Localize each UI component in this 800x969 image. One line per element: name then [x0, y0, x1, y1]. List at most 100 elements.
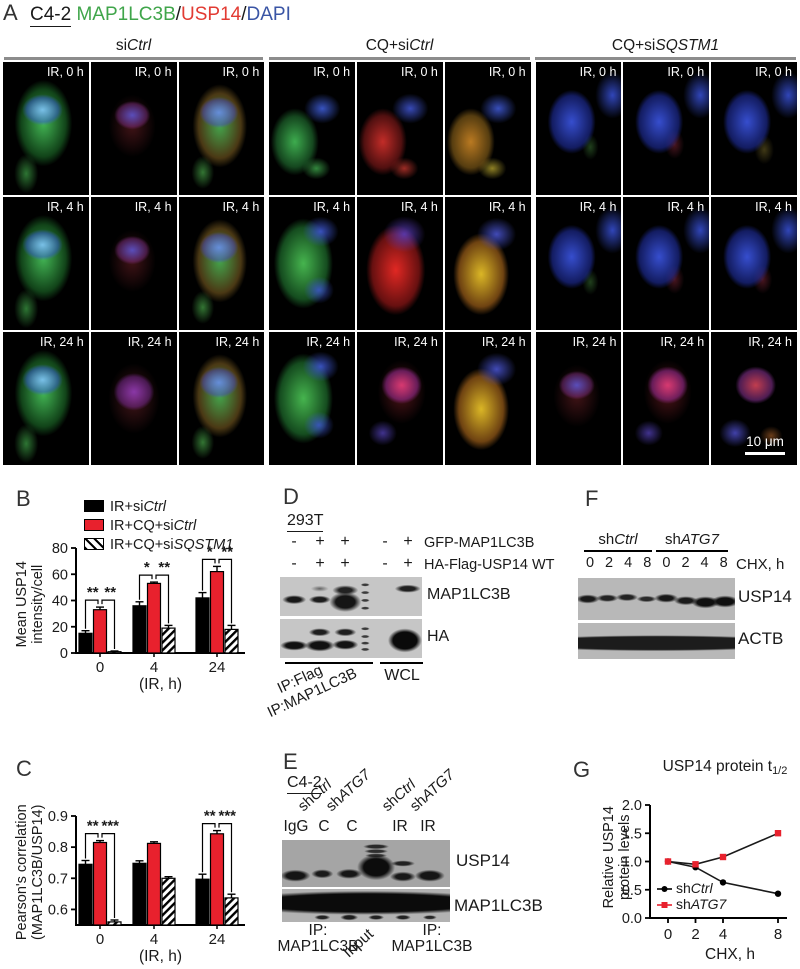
image-time-label: IR, 4 h [579, 200, 617, 214]
condition-row-label-1: GFP-MAP1LC3B [424, 535, 535, 551]
micro-image-row1-col5: IR, 0 h [357, 62, 443, 195]
stain-red-label: USP14 [181, 4, 242, 25]
image-time-label: IR, 24 h [748, 335, 792, 349]
svg-text:(IR, h): (IR, h) [139, 948, 182, 965]
slash: / [241, 4, 247, 25]
panel-e-label: E [283, 749, 298, 774]
svg-text:**: ** [221, 543, 233, 560]
image-time-label: IR, 4 h [755, 200, 792, 214]
input-label: Input [339, 925, 377, 962]
svg-text:0.5: 0.5 [622, 883, 642, 899]
group-label-3: CQ+siSQSTM1 [535, 37, 796, 60]
blot-e-usp14-label: USP14 [456, 851, 510, 870]
ip-right-line2: MAP1LC3B [391, 938, 473, 955]
svg-text:24: 24 [209, 659, 226, 676]
f-lane-time-2: 2 [605, 555, 614, 571]
micro-image-row2-col5: IR, 4 h [357, 197, 443, 330]
wcl-lane-line [380, 662, 423, 664]
micro-image-row3-col4: IR, 24 h [269, 332, 356, 465]
group-label-1: siCtrl [4, 37, 263, 60]
blot-f-actb [578, 623, 735, 659]
svg-text:**: ** [104, 584, 116, 601]
micro-image-row1-col3: IR, 0 h [178, 62, 265, 195]
svg-text:shCtrl: shCtrl [676, 880, 713, 896]
svg-text:0: 0 [96, 659, 104, 676]
group-label-2: CQ+siCtrl [269, 37, 530, 60]
micro-image-row1-col6: IR, 0 h [444, 62, 531, 195]
legend-swatch-black [84, 500, 104, 512]
panel-a-label: A [3, 0, 18, 25]
svg-text:0.9: 0.9 [48, 809, 68, 825]
image-time-label: IR, 0 h [313, 65, 351, 79]
f-lane-time-6: 2 [681, 555, 690, 571]
micro-image-row3-col9: IR, 24 h [711, 332, 797, 465]
condition-row-label-2: HA-Flag-USP14 WT [424, 557, 555, 573]
image-time-label: IR, 24 h [215, 335, 260, 349]
blot-d-ha [280, 619, 422, 658]
image-time-label: IR, 24 h [394, 335, 438, 349]
legend-item-3: IR+CQ+siSQSTM1 [84, 537, 233, 554]
f-lane-time-7: 4 [700, 555, 709, 571]
microscopy-grid: IR, 0 h IR, 0 h IR, 0 h IR, 0 h IR, 0 h IR, 0… [3, 62, 797, 465]
micro-image-row2-col4: IR, 4 h [269, 197, 356, 330]
e-lane-label-1: IgG [283, 818, 309, 835]
blot-d-map1lc3b-label: MAP1LC3B [427, 586, 511, 603]
image-time-label: IR, 24 h [127, 335, 172, 349]
wcl-label: WCL [384, 667, 420, 684]
image-time-label: IR, 0 h [222, 65, 260, 79]
panel-b-label: B [16, 486, 31, 511]
svg-text:***: *** [218, 808, 236, 825]
micro-image-row1-col7: IR, 0 h [535, 62, 622, 195]
image-time-label: IR, 4 h [488, 200, 526, 214]
svg-text:2.0: 2.0 [622, 798, 642, 814]
svg-text:shATG7: shATG7 [676, 896, 728, 912]
micro-image-row1-col8: IR, 0 h [623, 62, 710, 195]
svg-text:**: ** [204, 808, 216, 825]
panel-c-label: C [16, 756, 32, 781]
svg-text:2: 2 [691, 926, 699, 943]
image-time-label: IR, 0 h [401, 65, 438, 79]
cell-line-label: C4-2 [30, 4, 72, 27]
legend-item-1: IR+siCtrl [84, 499, 166, 516]
blot-d-map1lc3b [280, 577, 422, 616]
ip-left-line2: MAP1LC3B [277, 938, 359, 955]
micro-image-row1-col2: IR, 0 h [90, 62, 177, 195]
f-lane-time-3: 4 [624, 555, 633, 571]
condition-sign-r2-2: + [315, 555, 325, 572]
svg-text:USP14 protein t1/2: USP14 protein t1/2 [663, 758, 788, 777]
micro-image-row2-col9: IR, 4 h [711, 197, 797, 330]
ip-lane-line [285, 662, 373, 664]
legend-swatch-red [84, 519, 104, 531]
line-chart-usp14-half-life: USP14 protein t1/2 0.0 0.5 1.0 1.5 2.0 0 2 4 8 CHX… [622, 758, 788, 963]
svg-text:*: * [207, 543, 213, 560]
f-lane-time-8: 8 [719, 555, 728, 571]
condition-sign-r1-4: - [382, 533, 388, 550]
stain-blue-label: DAPI [246, 4, 291, 25]
stain-green-label: MAP1LC3B [76, 4, 176, 25]
micro-image-row3-col7: IR, 24 h [535, 332, 622, 465]
svg-text:0.8: 0.8 [48, 840, 68, 856]
legend-swatch-hatched [84, 538, 104, 550]
scale-bar-label: 10 μm [746, 434, 784, 449]
image-time-label: IR, 24 h [39, 335, 84, 349]
image-time-label: IR, 24 h [306, 335, 351, 349]
image-time-label: IR, 4 h [46, 200, 84, 214]
image-time-label: IR, 24 h [572, 335, 617, 349]
condition-sign-r2-1: - [291, 555, 297, 572]
image-time-label: IR, 4 h [222, 200, 260, 214]
micro-image-row2-col3: IR, 4 h [178, 197, 265, 330]
image-time-label: IR, 24 h [481, 335, 526, 349]
panel-g-label: G [573, 757, 591, 782]
image-time-label: IR, 4 h [313, 200, 351, 214]
svg-text:40: 40 [52, 594, 68, 610]
svg-text:4: 4 [150, 659, 158, 676]
micro-image-row3-col8: IR, 24 h [623, 332, 710, 465]
condition-sign-r1-2: + [315, 533, 325, 550]
blot-d-ha-label: HA [427, 628, 450, 645]
image-time-label: IR, 4 h [134, 200, 172, 214]
svg-text:**: ** [87, 818, 99, 835]
micro-image-row1-col1: IR, 0 h [3, 62, 89, 195]
micro-image-row2-col2: IR, 4 h [90, 197, 177, 330]
